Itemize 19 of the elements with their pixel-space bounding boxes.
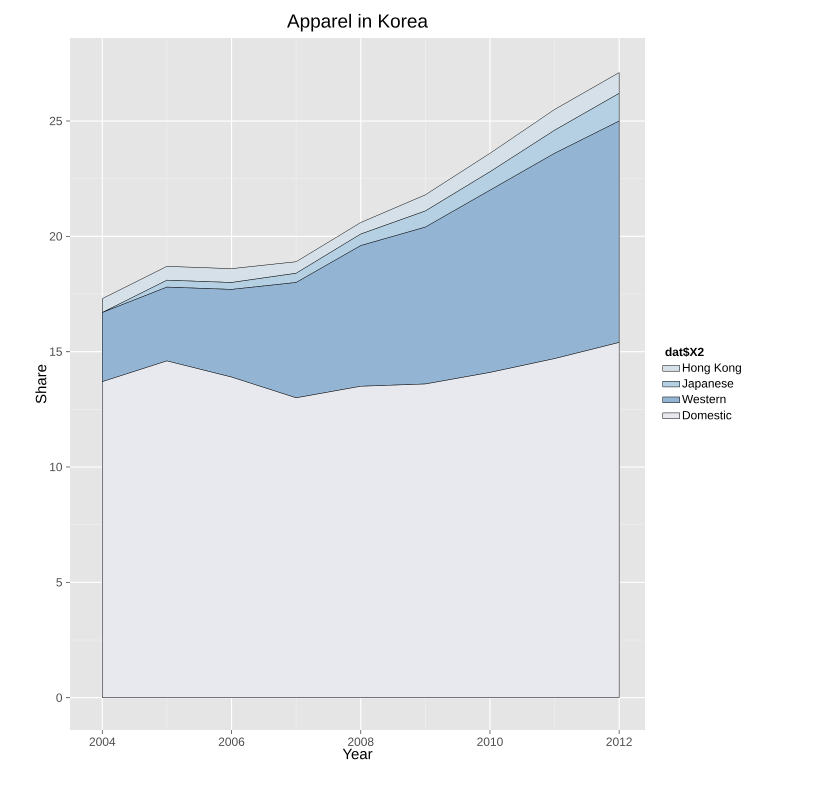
y-tick-label: 20 [50, 232, 62, 241]
y-tick-label: 0 [56, 693, 62, 702]
y-axis-title: Share [35, 364, 46, 404]
x-tick-label: 2006 [218, 738, 244, 746]
y-tick-label: 10 [50, 462, 62, 472]
x-tick-label: 2008 [348, 738, 374, 746]
x-axis-title: Year [342, 748, 372, 760]
legend-label: Japanese [682, 379, 734, 390]
x-tick-label: 2010 [477, 738, 503, 746]
x-tick-label: 2012 [606, 738, 632, 746]
legend-label: Domestic [682, 410, 732, 420]
chart-title: Apparel in Korea [287, 14, 428, 32]
y-tick-label: 15 [50, 348, 62, 356]
legend-title: dat$X2 [665, 347, 704, 357]
y-tick-label: 5 [56, 578, 62, 587]
legend-label: Hong Kong [682, 364, 741, 374]
y-tick-label: 25 [50, 116, 62, 126]
x-tick-label: 2004 [90, 738, 116, 746]
legend-label: Western [682, 394, 726, 404]
